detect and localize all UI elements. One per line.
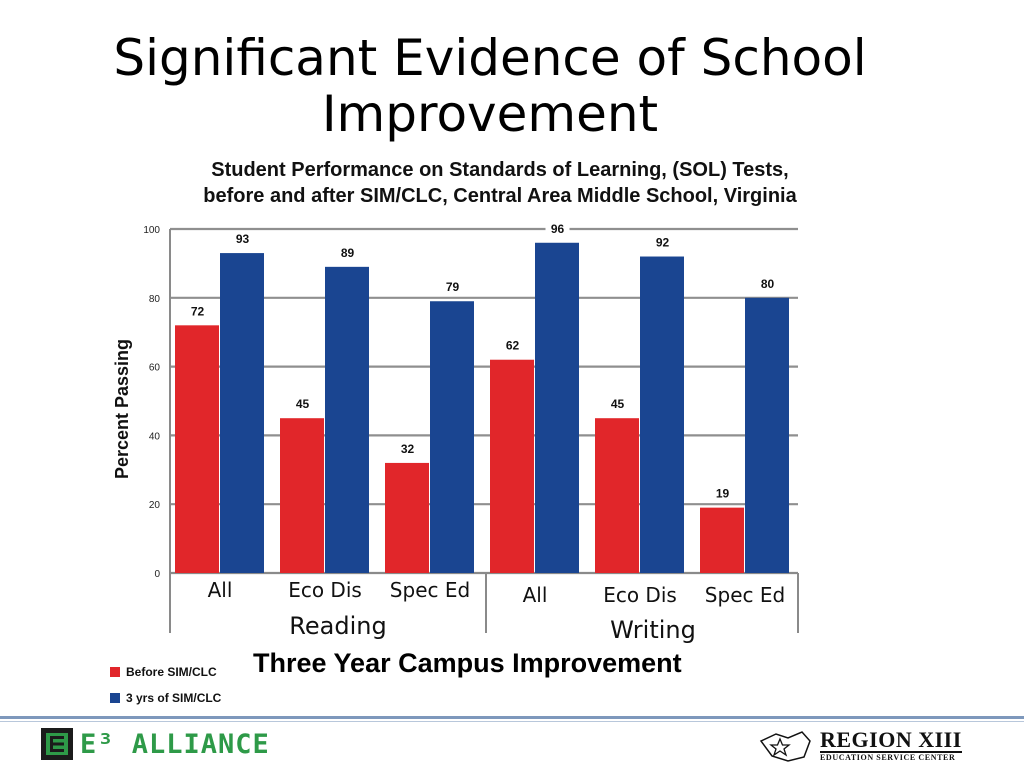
data-label-before-1: 45 <box>296 397 310 411</box>
data-label-bg-1-1 <box>335 244 360 261</box>
data-label-bg-0-5 <box>710 485 735 502</box>
data-label-before-0: 72 <box>191 304 205 318</box>
chart-title: Student Performance on Standards of Lear… <box>80 157 920 209</box>
data-label-after-0: 93 <box>236 232 250 246</box>
data-label-after-4: 92 <box>656 236 670 250</box>
x-tick-label-5: Spec Ed <box>705 583 785 607</box>
chart-title-line2: before and after SIM/CLC, Central Area M… <box>203 185 797 207</box>
data-label-bg-1-3 <box>545 220 570 237</box>
data-label-after-2: 79 <box>446 280 460 294</box>
bar-after-3 <box>535 242 579 573</box>
x-axis-caption: Three Year Campus Improvement <box>253 648 682 678</box>
legend-swatch-after <box>110 693 120 703</box>
bar-after-1 <box>325 266 369 573</box>
group-label-reading: Reading <box>289 612 386 640</box>
e3-logo-text: E³ ALLIANCE <box>80 728 270 760</box>
bar-before-0 <box>175 325 219 573</box>
bar-after-2 <box>430 301 474 573</box>
texas-star-icon <box>759 731 811 762</box>
y-tick-label-20: 20 <box>149 500 161 511</box>
y-tick-label-100: 100 <box>143 225 160 236</box>
data-label-bg-1-5 <box>755 275 780 292</box>
legend-label-before: Before SIM/CLC <box>126 665 217 679</box>
y-tick-label-60: 60 <box>149 363 161 374</box>
bar-before-4 <box>595 418 639 573</box>
data-label-before-3: 62 <box>506 339 520 353</box>
slide-title-line2: Improvement <box>321 85 659 143</box>
data-label-bg-0-1 <box>290 396 315 413</box>
y-tick-label-40: 40 <box>149 431 161 442</box>
legend-item-before: Before SIM/CLC <box>110 659 221 685</box>
y-tick-label-80: 80 <box>149 294 161 305</box>
data-label-bg-0-0 <box>185 303 210 320</box>
bar-before-5 <box>700 507 744 573</box>
data-label-bg-0-4 <box>605 396 630 413</box>
slide-title-line1: Significant Evidence of School <box>113 29 867 87</box>
bar-before-3 <box>490 359 534 573</box>
footer-divider-thin <box>0 721 1024 722</box>
data-label-after-5: 80 <box>761 277 775 291</box>
group-label-writing: Writing <box>610 616 696 644</box>
x-tick-label-1: Eco Dis <box>288 578 362 602</box>
y-tick-label-0: 0 <box>154 569 160 580</box>
legend-item-after: 3 yrs of SIM/CLC <box>110 685 221 711</box>
x-tick-label-4: Eco Dis <box>603 583 677 607</box>
data-label-before-4: 45 <box>611 397 625 411</box>
bar-after-5 <box>745 297 789 573</box>
bar-before-2 <box>385 462 429 573</box>
chart-legend: Before SIM/CLC 3 yrs of SIM/CLC <box>110 659 221 711</box>
x-tick-label-2: Spec Ed <box>390 578 470 602</box>
data-label-after-3: 96 <box>551 222 565 236</box>
bar-after-4 <box>640 256 684 573</box>
legend-label-after: 3 yrs of SIM/CLC <box>126 691 222 705</box>
bar-before-1 <box>280 418 324 573</box>
data-label-bg-0-3 <box>500 337 525 354</box>
region-xiii-text: REGION XIII <box>820 727 962 753</box>
data-label-before-5: 19 <box>716 487 730 501</box>
x-tick-label-3: All <box>523 583 548 607</box>
data-label-bg-1-0 <box>230 231 255 248</box>
data-label-bg-0-2 <box>395 440 420 457</box>
bar-after-0 <box>220 253 264 573</box>
e3-alliance-logo: E³ ALLIANCE <box>40 726 270 762</box>
data-label-bg-1-4 <box>650 234 675 251</box>
data-label-after-1: 89 <box>341 246 355 260</box>
data-label-before-2: 32 <box>401 442 415 456</box>
x-tick-label-0: All <box>208 578 233 602</box>
region-xiii-logo: REGION XIII EDUCATION SERVICE CENTER <box>758 726 962 766</box>
chart-title-line1: Student Performance on Standards of Lear… <box>211 159 789 181</box>
education-service-center-text: EDUCATION SERVICE CENTER <box>820 753 956 762</box>
slide-title: Significant Evidence of School Improveme… <box>90 30 890 142</box>
data-label-bg-1-2 <box>440 279 465 296</box>
footer-divider <box>0 716 1024 719</box>
legend-swatch-before <box>110 667 120 677</box>
y-axis-label: Percent Passing <box>112 339 132 479</box>
e3-logo-icon <box>41 728 73 760</box>
